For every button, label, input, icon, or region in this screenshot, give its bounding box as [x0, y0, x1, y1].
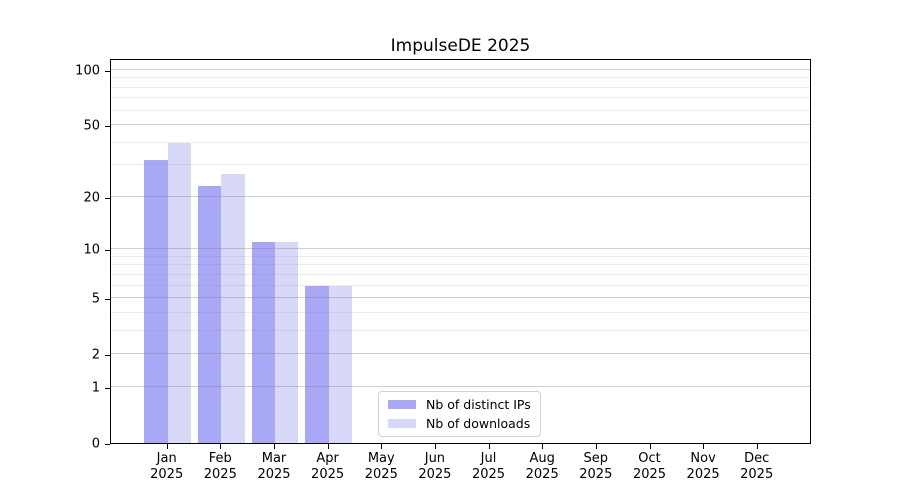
x-axis-tick-label-nov-2025: Nov 2025: [686, 451, 720, 482]
bar-nb-of-downloads-apr-2025: [328, 285, 352, 443]
bar-nb-of-distinct-ips-mar-2025: [251, 242, 275, 443]
gridline-minor-60: [111, 109, 810, 111]
x-axis-tick-jun-2025: [434, 444, 436, 449]
gridline-minor-7: [111, 273, 810, 275]
gridline-minor-8: [111, 264, 810, 266]
gridline-major-50: [111, 124, 810, 126]
y-axis-tick-label-20: 20: [83, 190, 100, 206]
bar-nb-of-distinct-ips-feb-2025: [197, 186, 222, 443]
x-axis-tick-aug-2025: [542, 444, 544, 449]
x-axis-tick-label-jun-2025: Jun 2025: [418, 451, 452, 482]
x-axis-tick-label-jan-2025: Jan 2025: [150, 451, 184, 482]
gridline-minor-4: [111, 311, 810, 313]
y-axis-tick-1: [105, 388, 110, 389]
grid-layer: [111, 60, 810, 443]
x-axis-tick-oct-2025: [649, 444, 651, 449]
x-axis-tick-label-sep-2025: Sep 2025: [579, 451, 613, 482]
legend-item-nb-of-downloads: Nb of downloads: [388, 416, 531, 431]
y-axis-tick-20: [105, 197, 110, 199]
x-axis-tick-label-feb-2025: Feb 2025: [203, 451, 237, 482]
x-axis-tick-sep-2025: [595, 444, 597, 449]
x-axis-tick-may-2025: [381, 444, 383, 449]
bar-nb-of-downloads-feb-2025: [221, 173, 245, 443]
x-axis-tick-label-oct-2025: Oct 2025: [632, 451, 667, 482]
legend: Nb of distinct IPs Nb of downloads: [378, 391, 541, 437]
x-axis-tick-dec-2025: [756, 444, 758, 449]
plot-area: [110, 59, 811, 444]
legend-label-nb-of-distinct-ips: Nb of distinct IPs: [426, 397, 531, 412]
x-axis-tick-label-aug-2025: Aug 2025: [525, 451, 559, 482]
gridline-minor-6: [111, 284, 810, 286]
bar-nb-of-distinct-ips-jan-2025: [144, 160, 168, 443]
gridline-major-100: [111, 68, 810, 70]
x-axis-tick-nov-2025: [703, 444, 705, 449]
x-axis-tick-feb-2025: [220, 444, 222, 449]
x-axis-tick-label-apr-2025: Apr 2025: [311, 451, 345, 482]
x-axis-tick-mar-2025: [274, 444, 275, 449]
y-axis-tick-label-10: 10: [83, 242, 100, 258]
x-axis-tick-jul-2025: [488, 444, 490, 449]
gridline-minor-80: [111, 86, 810, 88]
y-axis-tick-2: [105, 355, 110, 357]
gridline-major-2: [111, 353, 810, 355]
chart-title: ImpulseDE 2025: [390, 36, 531, 56]
x-axis-tick-label-may-2025: May 2025: [364, 451, 398, 482]
y-axis-tick-label-1: 1: [91, 380, 100, 396]
y-axis-tick-100: [105, 70, 110, 72]
gridline-minor-90: [111, 77, 810, 79]
y-axis-tick-0: [105, 444, 110, 445]
x-axis-tick-label-mar-2025: Mar 2025: [257, 451, 291, 482]
gridline-minor-70: [111, 97, 810, 99]
bar-nb-of-downloads-jan-2025: [167, 142, 192, 443]
y-axis-tick-label-50: 50: [83, 118, 100, 134]
legend-swatch-nb-of-distinct-ips: [388, 400, 416, 409]
gridline-major-1: [111, 386, 810, 387]
gridline-major-5: [111, 297, 810, 299]
gridline-major-20: [111, 195, 810, 197]
legend-label-nb-of-downloads: Nb of downloads: [426, 416, 531, 431]
y-axis-tick-label-5: 5: [91, 291, 100, 307]
y-axis-tick-5: [105, 299, 110, 301]
gridline-minor-3: [111, 329, 810, 331]
gridline-minor-30: [111, 164, 810, 166]
bar-nb-of-downloads-mar-2025: [275, 242, 299, 443]
legend-item-nb-of-distinct-ips: Nb of distinct IPs: [388, 397, 531, 412]
bar-nb-of-distinct-ips-apr-2025: [305, 285, 329, 443]
gridline-major-10: [111, 248, 810, 250]
x-axis-tick-label-dec-2025: Dec 2025: [740, 451, 774, 482]
x-axis-tick-label-jul-2025: Jul 2025: [471, 451, 506, 482]
bars-layer: [111, 60, 810, 443]
gridline-minor-9: [111, 255, 810, 257]
y-axis-tick-label-2: 2: [91, 347, 100, 363]
y-axis-tick-label-100: 100: [75, 63, 100, 79]
x-axis-tick-apr-2025: [327, 444, 329, 449]
x-axis-tick-jan-2025: [166, 444, 168, 449]
gridline-minor-40: [111, 141, 810, 143]
y-axis-tick-50: [105, 126, 110, 128]
y-axis-tick-label-0: 0: [91, 436, 100, 452]
y-axis-tick-10: [105, 250, 110, 252]
legend-swatch-nb-of-downloads: [388, 419, 416, 428]
